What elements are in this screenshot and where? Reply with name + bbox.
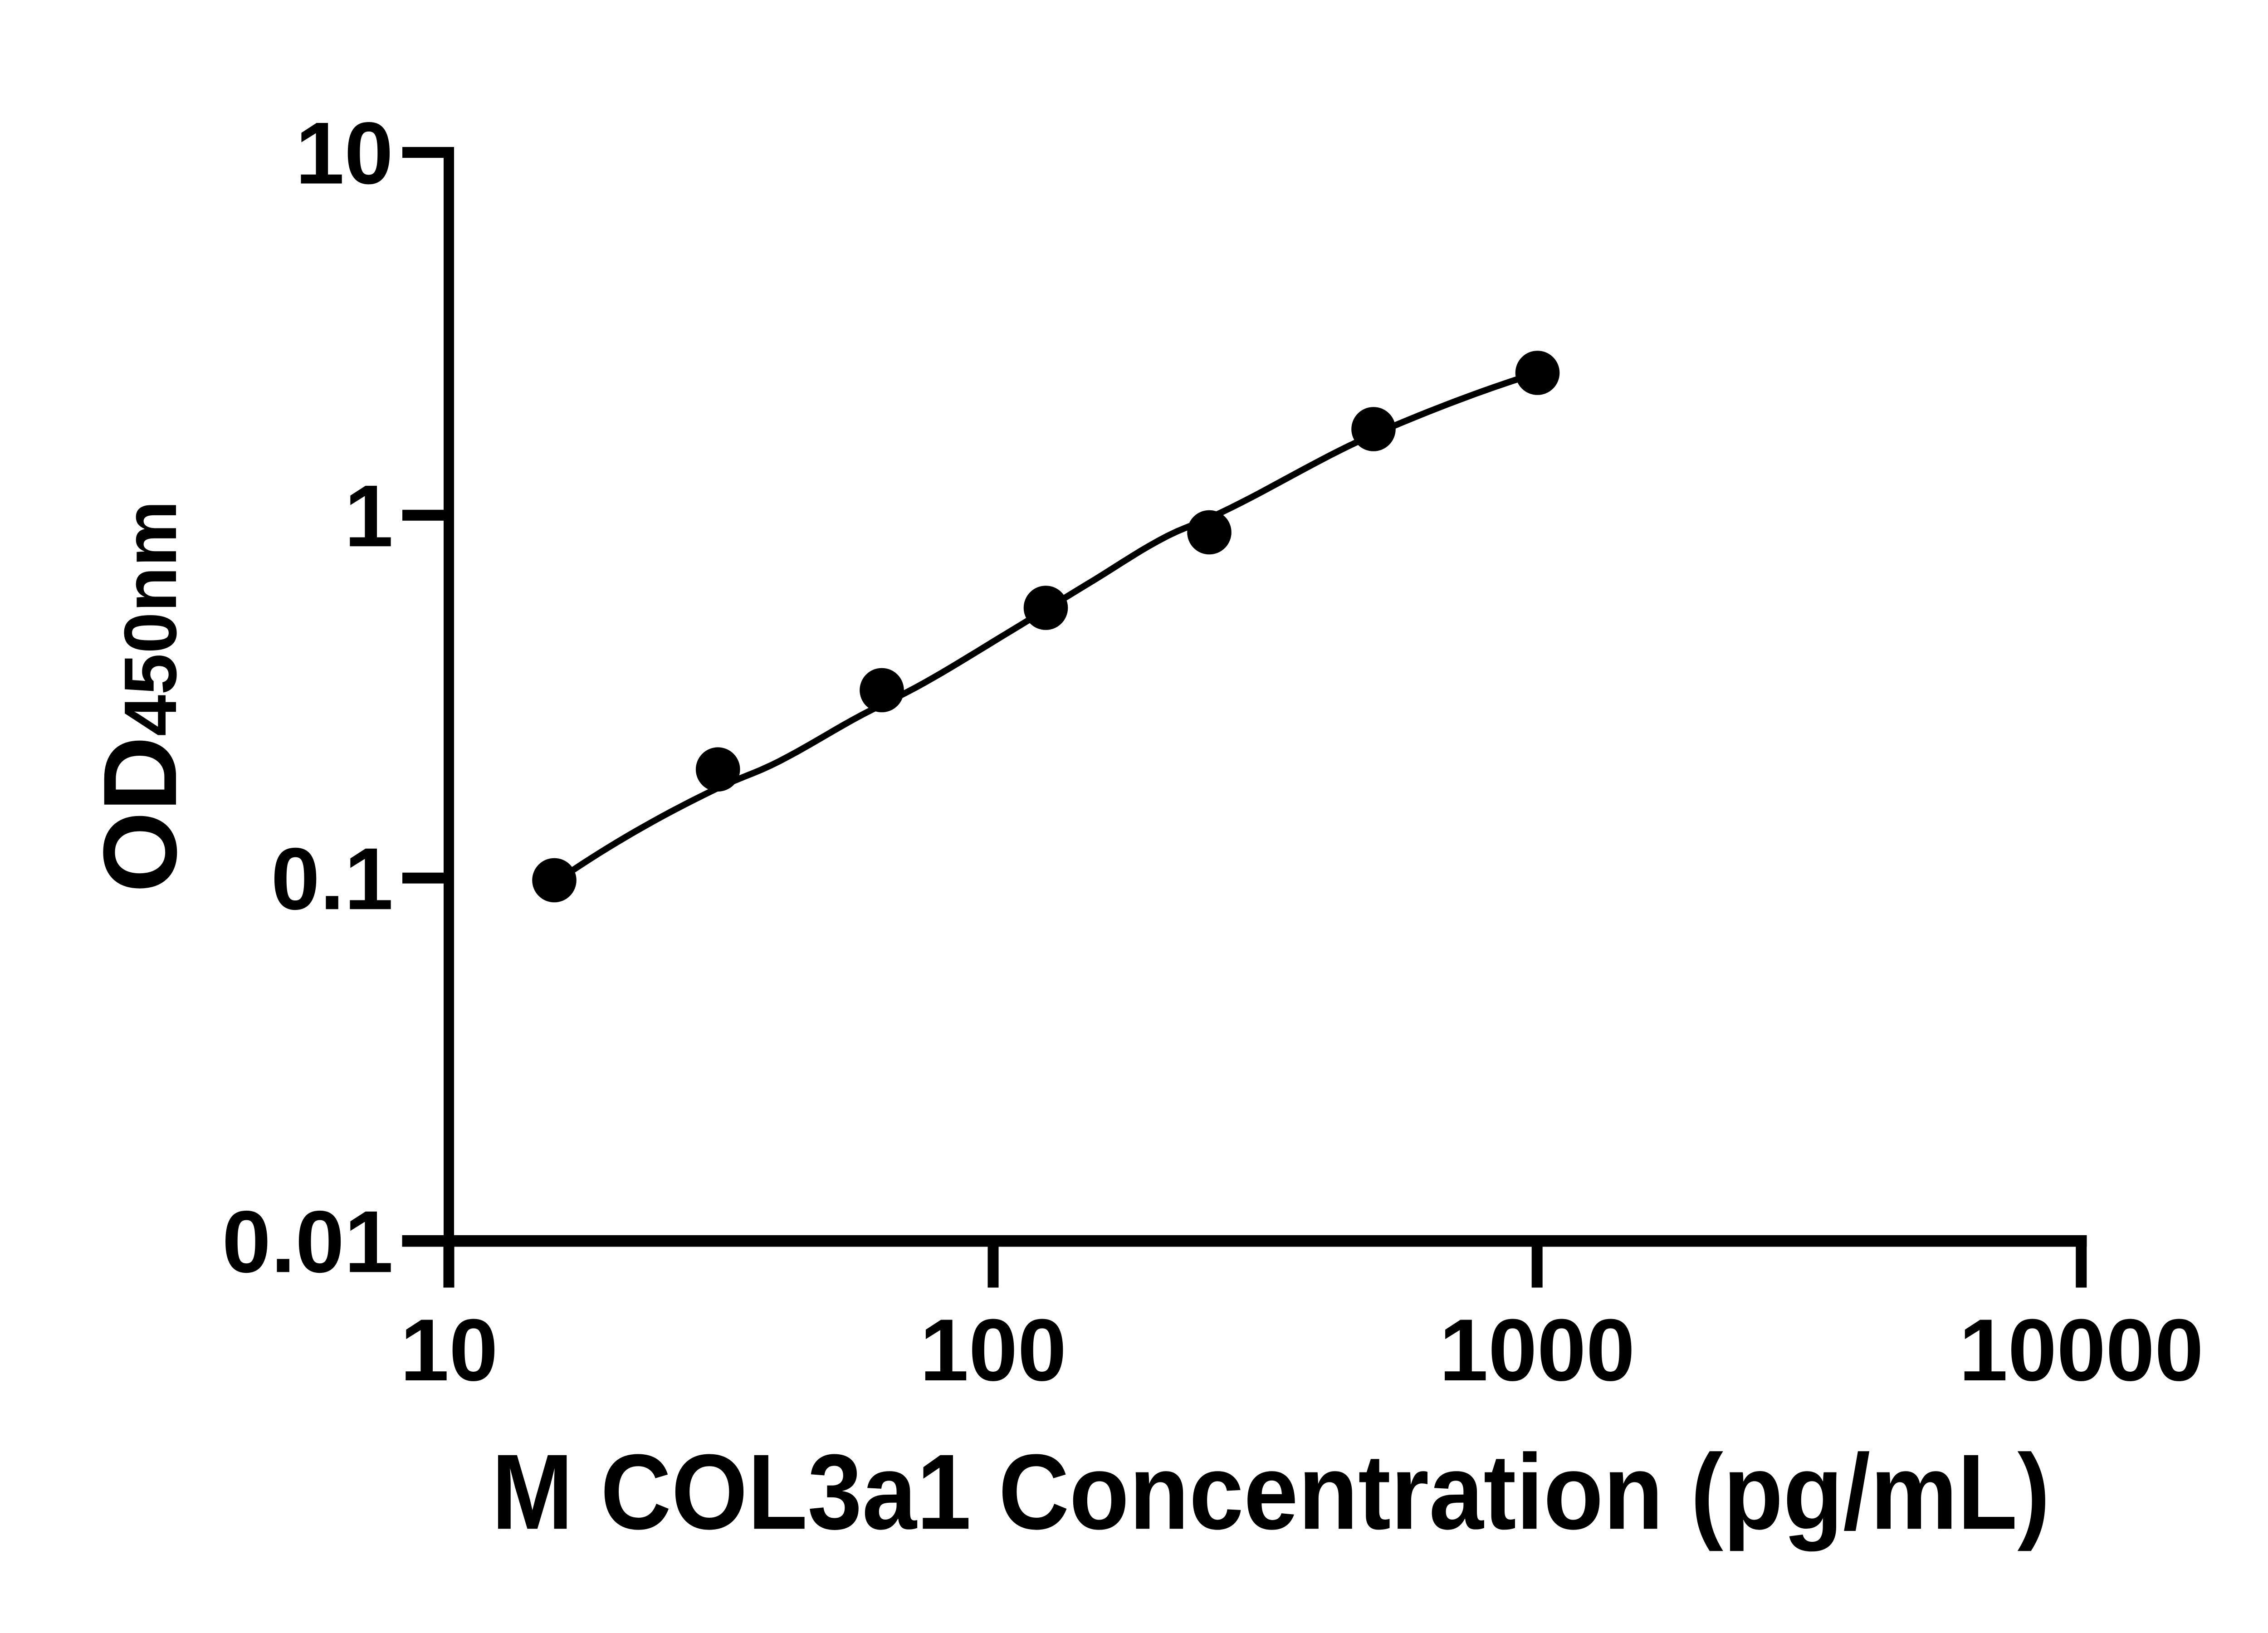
svg-text:0.01: 0.01: [222, 1193, 393, 1291]
svg-text:10: 10: [400, 1301, 498, 1399]
svg-text:OD450nm: OD450nm: [82, 500, 198, 893]
svg-text:M COL3a1 Concentration (pg/mL): M COL3a1 Concentration (pg/mL): [492, 1432, 2050, 1552]
svg-text:10000: 10000: [1959, 1301, 2204, 1399]
svg-text:1000: 1000: [1439, 1301, 1635, 1399]
svg-text:1: 1: [344, 467, 393, 565]
svg-text:0.1: 0.1: [271, 830, 393, 928]
svg-text:100: 100: [920, 1301, 1067, 1399]
svg-text:10: 10: [295, 104, 393, 203]
